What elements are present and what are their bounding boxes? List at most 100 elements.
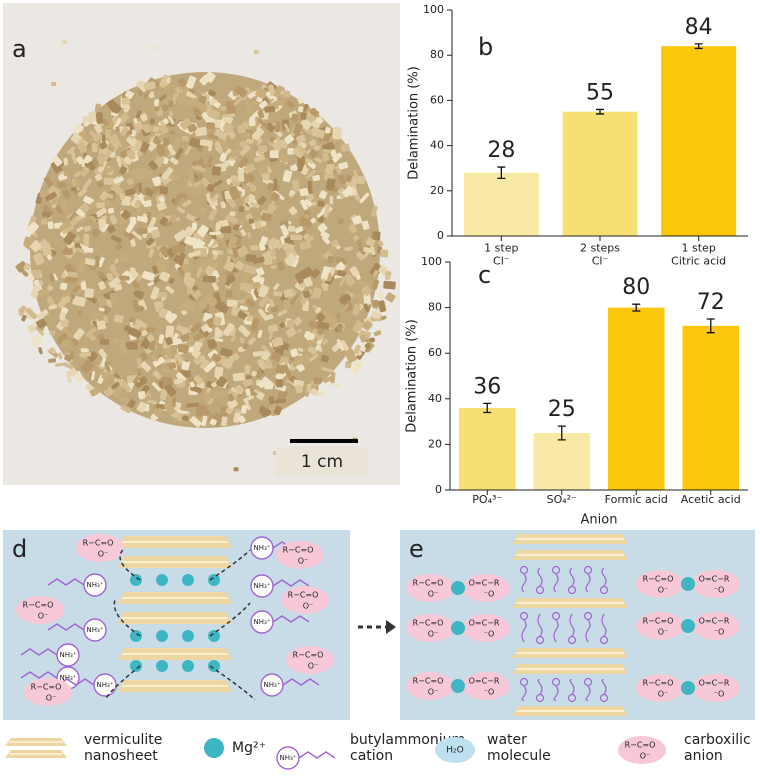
butylammonium-chain [553, 619, 559, 643]
chip [298, 347, 304, 352]
chip [369, 262, 383, 277]
chip [193, 341, 202, 351]
chip [223, 260, 235, 272]
chip [110, 183, 124, 196]
carboxylate [462, 614, 510, 642]
chip [91, 142, 98, 153]
chip [352, 303, 362, 316]
chip [49, 330, 56, 336]
x-tick-label: 1 step Cl⁻ [484, 242, 518, 268]
chip [273, 144, 279, 151]
chip [294, 281, 305, 292]
chip [295, 272, 304, 284]
chip [112, 144, 119, 153]
chip [338, 161, 349, 170]
chip [196, 183, 204, 190]
chip [384, 275, 391, 281]
chip [222, 122, 235, 134]
chip [250, 245, 259, 251]
chip [49, 347, 57, 355]
mg-ion [451, 621, 465, 635]
chip [50, 160, 63, 174]
legend-label: butylammonium cation [350, 732, 465, 764]
chip [153, 99, 160, 107]
x-tick-label: SO₄²⁻ [547, 493, 577, 506]
chip [211, 382, 217, 388]
panel-label: d [12, 535, 27, 563]
chip [275, 379, 284, 388]
chip [304, 199, 313, 207]
chip [265, 122, 276, 132]
chip [228, 186, 241, 200]
stray-chip [51, 82, 57, 87]
chip [338, 293, 352, 305]
chip [229, 211, 236, 217]
chip [24, 309, 32, 319]
chip [351, 215, 363, 225]
chip [55, 205, 65, 215]
chip [264, 106, 276, 113]
chip [66, 371, 72, 383]
chip [185, 90, 197, 100]
chip [307, 353, 319, 363]
chip [234, 260, 245, 271]
carboxylate [406, 672, 454, 700]
carboxylate [636, 612, 684, 640]
carboxylate-bottom: O⁻ [428, 630, 439, 639]
chip [246, 315, 254, 322]
chip [248, 194, 256, 202]
chip [146, 211, 152, 225]
butylammonium-head [535, 693, 545, 703]
chip [306, 335, 319, 348]
chip [30, 334, 43, 348]
chip [95, 207, 107, 218]
carboxylate-bottom: O⁻ [658, 690, 669, 699]
chip [169, 130, 176, 135]
chip [274, 121, 281, 133]
chip [327, 255, 335, 264]
chip [173, 194, 182, 205]
chip [214, 141, 223, 154]
chip [80, 359, 95, 374]
chip [21, 314, 27, 322]
chip [115, 243, 123, 250]
carboxylate [636, 570, 684, 598]
chip [45, 191, 57, 202]
chip [137, 305, 145, 313]
chip [106, 224, 116, 234]
butylammonium-chain [553, 685, 559, 701]
legend-label: Mg²⁺ [232, 740, 266, 756]
chip [102, 149, 112, 161]
chip [94, 198, 100, 205]
water-molecule [435, 737, 475, 763]
chip [26, 221, 39, 235]
chip [126, 134, 138, 147]
chip [59, 311, 66, 321]
chip [111, 336, 121, 346]
carboxylate-top: R−C=O [83, 539, 114, 548]
chip [149, 339, 155, 351]
chip [109, 214, 118, 225]
ammonium-tail [272, 615, 310, 623]
ammonium-label: NH₃⁺ [263, 681, 280, 689]
chip [191, 189, 199, 196]
chip [296, 328, 302, 334]
y-tick-label: 40 [430, 139, 444, 152]
chip [372, 299, 379, 308]
chip [89, 387, 100, 397]
chip [188, 346, 195, 353]
chip [220, 226, 232, 234]
chip [317, 321, 330, 330]
chip [252, 127, 265, 141]
chip [203, 294, 217, 307]
chip [189, 381, 195, 388]
chip [277, 309, 288, 317]
butylammonium-chain [537, 567, 543, 587]
chip [284, 134, 295, 144]
chip [207, 397, 214, 405]
chip [292, 179, 300, 192]
chip [208, 89, 217, 97]
chip [340, 304, 349, 313]
chip [255, 87, 267, 99]
chip [221, 358, 234, 370]
